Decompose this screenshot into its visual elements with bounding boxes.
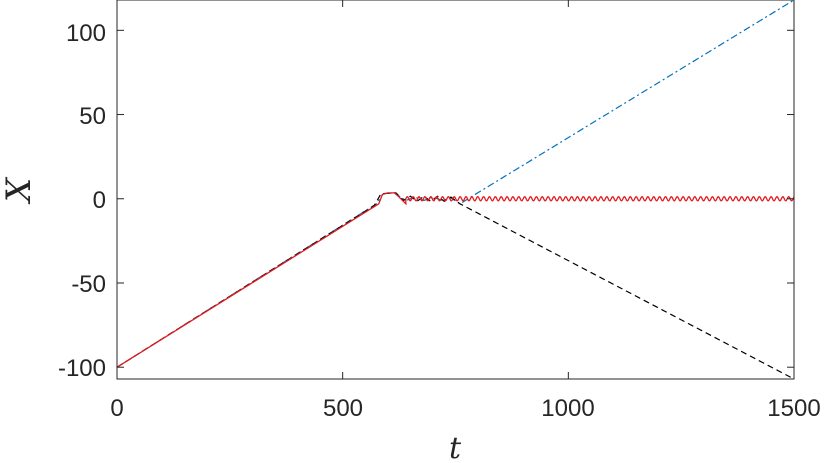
y-tick-label: -50 bbox=[71, 271, 106, 298]
plot-frame bbox=[116, 0, 795, 380]
y-axis-label: X bbox=[0, 176, 39, 205]
y-tick-label: -100 bbox=[58, 355, 106, 382]
y-tick-label: 0 bbox=[93, 187, 106, 214]
x-tick-label: 0 bbox=[110, 395, 123, 422]
x-tick-labels: 0 500 1000 1500 bbox=[110, 395, 820, 422]
series-layer bbox=[116, 0, 795, 380]
series-line-2 bbox=[116, 192, 795, 368]
x-tick-label: 1000 bbox=[541, 395, 594, 422]
y-tick-label: 100 bbox=[66, 20, 106, 47]
x-axis-label: t bbox=[449, 431, 462, 463]
plot-background bbox=[117, 0, 794, 379]
y-tick-label: 50 bbox=[79, 103, 106, 130]
y-tick-labels: 100 50 0 -50 -100 bbox=[58, 20, 106, 382]
x-tick-label: 1500 bbox=[767, 395, 820, 422]
x-tick-label: 500 bbox=[323, 395, 363, 422]
tick-marks bbox=[116, 0, 795, 379]
